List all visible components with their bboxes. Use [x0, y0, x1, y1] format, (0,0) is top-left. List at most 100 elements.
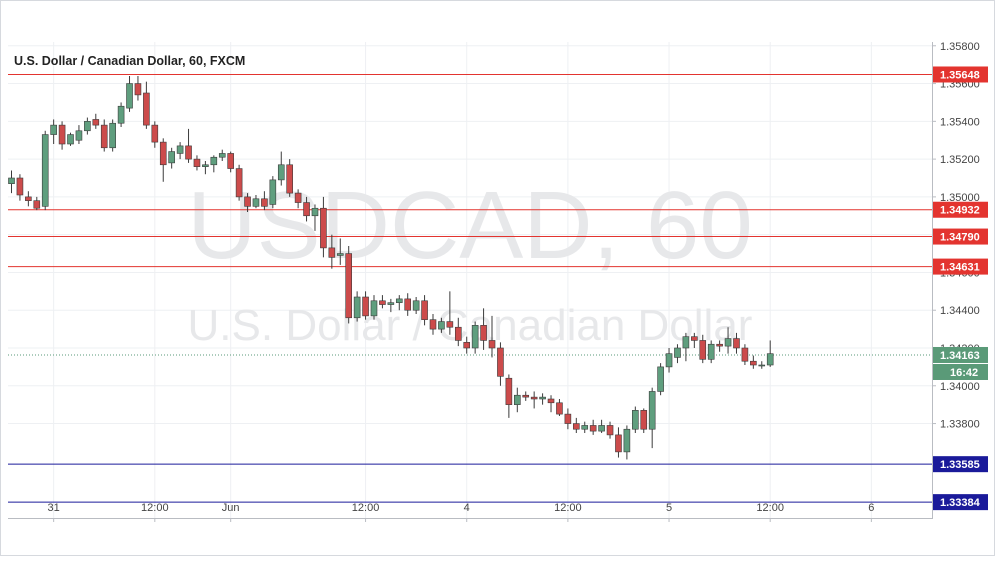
level-badge — [933, 456, 988, 473]
candle — [151, 121, 159, 148]
candle — [8, 170, 15, 194]
candle-body-up — [252, 198, 260, 207]
candle — [657, 363, 664, 396]
candle-body-down — [480, 325, 487, 341]
candle-body-down — [33, 200, 41, 209]
candle-body-up — [387, 302, 395, 305]
candle-body-down — [185, 145, 192, 160]
candle-body-up — [117, 105, 125, 124]
candle-body-down — [606, 425, 614, 436]
candle — [547, 395, 555, 413]
x-tick-label: 12:00 — [141, 502, 169, 514]
candle — [33, 196, 41, 211]
candle — [674, 344, 681, 364]
candle — [159, 138, 167, 182]
candle-body-down — [421, 300, 428, 320]
candle-body-down — [589, 425, 597, 432]
candle — [185, 128, 192, 163]
x-tick-label: 12:00 — [352, 502, 380, 514]
candle — [589, 419, 597, 435]
candle-body-down — [159, 141, 167, 166]
candle-body-up — [438, 321, 445, 330]
candle-body-up — [724, 338, 732, 347]
candle-body-down — [151, 124, 159, 143]
candle — [244, 193, 251, 212]
candle — [345, 246, 353, 324]
candle-body-up — [67, 134, 74, 145]
candle — [235, 164, 243, 201]
x-tick-label: 12:00 — [756, 502, 784, 514]
candle — [353, 291, 361, 322]
candle — [41, 130, 49, 211]
candle-body-down — [547, 398, 555, 404]
candle-body-down — [522, 394, 530, 398]
candle-body-up — [581, 425, 589, 430]
candle — [261, 191, 268, 211]
candle — [497, 342, 504, 386]
x-axis[interactable]: 31 12:00 Jun 12:00 4 12:00 5 12:00 6 — [48, 502, 875, 522]
candle-body-up — [336, 253, 344, 256]
candle-body-down — [143, 92, 150, 126]
candle-body-up — [210, 156, 218, 166]
x-tick-label: 6 — [868, 502, 874, 514]
level-badge — [933, 201, 988, 218]
candle-body-down — [404, 298, 412, 311]
level-badge-label: 1.34932 — [940, 205, 980, 217]
watermark-symbol: USDCAD, 60 — [187, 172, 753, 279]
candle — [699, 334, 707, 364]
y-tick-label: 1.34000 — [940, 381, 980, 393]
candle — [539, 393, 546, 405]
candle-body-down — [615, 434, 622, 453]
candle-body-down — [328, 247, 336, 258]
candle-body-up — [269, 179, 277, 205]
candle-body-up — [674, 347, 681, 358]
candle — [100, 119, 108, 152]
candle — [92, 113, 100, 129]
candle — [750, 355, 757, 369]
candle — [564, 408, 572, 430]
candle — [724, 327, 732, 354]
candle-body-down — [497, 347, 504, 377]
candle-body-up — [395, 298, 403, 303]
candle — [438, 317, 445, 333]
candle — [573, 417, 580, 433]
candle — [598, 419, 605, 433]
candle — [387, 298, 395, 313]
candle — [16, 174, 24, 201]
candle — [193, 155, 201, 171]
x-tick-label: Jun — [222, 502, 240, 514]
candle — [134, 76, 142, 101]
y-axis[interactable]: 1.358001.356001.354001.352001.350001.348… — [932, 41, 980, 431]
candle-body-down — [58, 124, 66, 145]
candle-body-down — [741, 347, 749, 362]
candle-body-down — [463, 342, 471, 349]
candle — [176, 142, 184, 160]
candle-body-down — [716, 343, 723, 347]
candle — [733, 332, 740, 354]
candle-body-up — [126, 83, 133, 109]
candle-body-up — [657, 366, 664, 392]
candle — [741, 344, 749, 365]
candle — [682, 332, 690, 362]
y-tick-label: 1.35400 — [940, 116, 980, 128]
candle-body-up — [412, 300, 420, 311]
y-tick-label: 1.33800 — [940, 419, 980, 431]
level-badge-label: 1.34631 — [940, 262, 980, 274]
candle-body-down — [303, 202, 310, 217]
candle — [421, 295, 428, 326]
candle-body-up — [598, 425, 605, 432]
candle-body-down — [750, 360, 757, 366]
candle — [294, 189, 302, 209]
candle-body-up — [623, 428, 631, 453]
candle — [269, 176, 277, 209]
candle-body-up — [665, 353, 673, 368]
candle-body-down — [446, 321, 454, 328]
candle — [210, 155, 218, 173]
current-price-badge-label: 1.34163 — [940, 350, 980, 362]
candle-body-up — [539, 396, 546, 400]
candle — [581, 421, 589, 433]
candle-body-down — [345, 253, 353, 319]
candle — [716, 340, 723, 352]
candle-body-down — [699, 340, 707, 360]
